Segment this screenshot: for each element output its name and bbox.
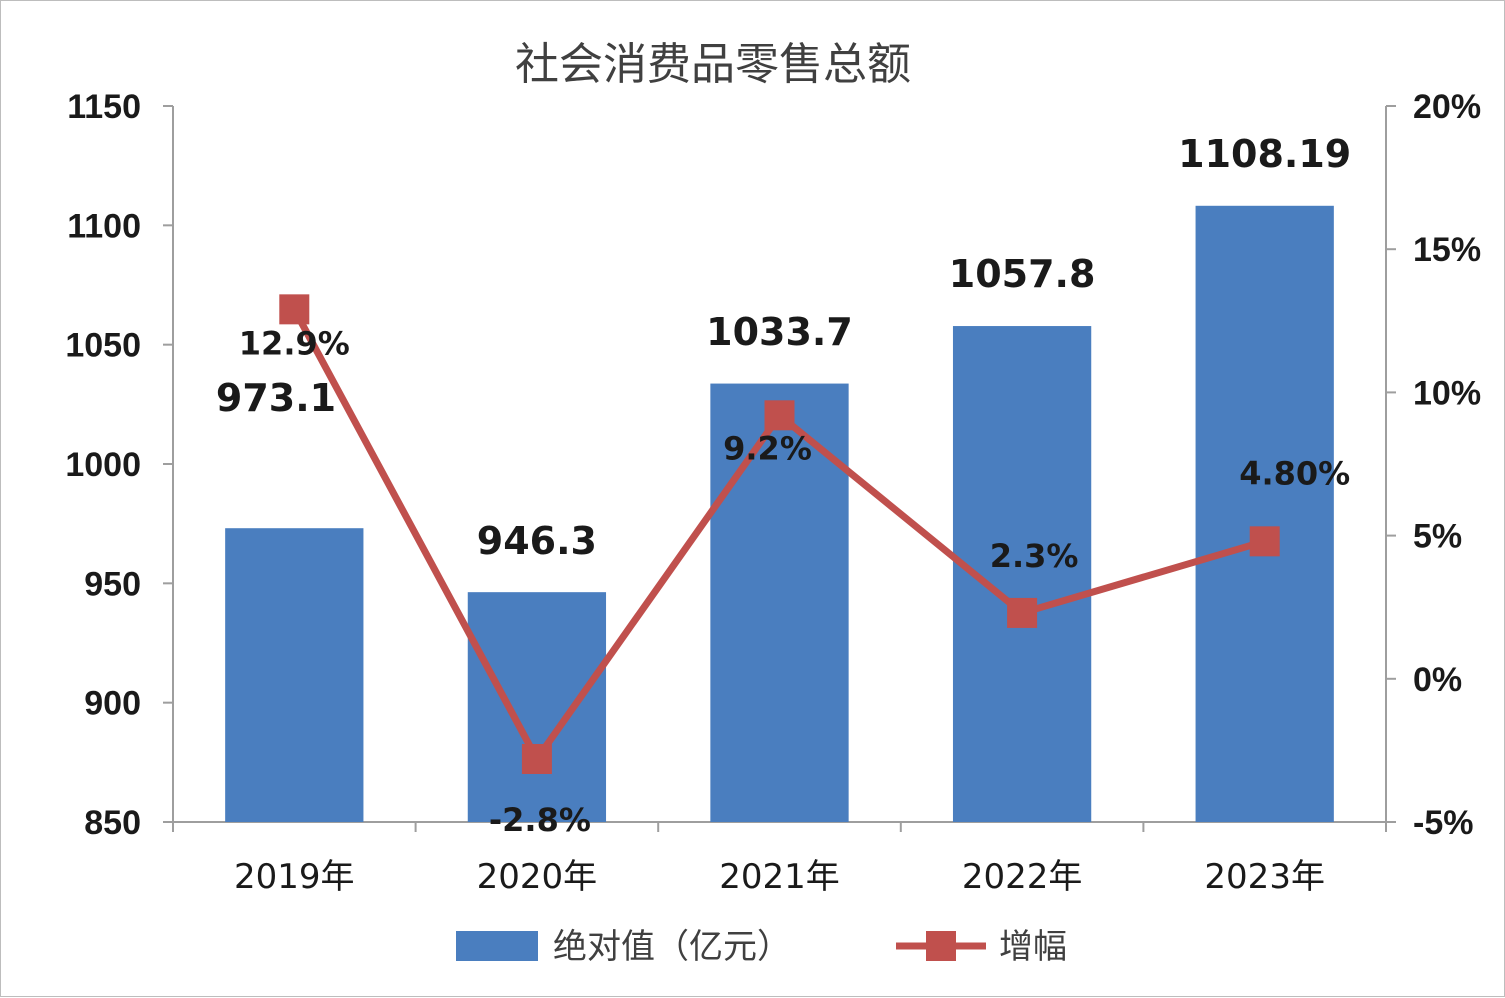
x-tick-label: 2022年 (962, 857, 1083, 897)
growth-value-label: -2.8% (489, 801, 591, 839)
right-tick-label: 15% (1413, 231, 1481, 269)
right-tick-label: -5% (1413, 804, 1473, 842)
growth-point (279, 294, 310, 325)
growth-value-label: 12.9% (239, 324, 350, 362)
left-tick-label: 1150 (67, 88, 141, 126)
x-tick-label: 2020年 (477, 857, 598, 897)
right-tick-label: 0% (1413, 661, 1462, 699)
legend-line-label: 增幅 (999, 927, 1067, 967)
x-tick-label: 2023年 (1204, 857, 1325, 897)
growth-point (764, 400, 795, 431)
bar (467, 592, 607, 822)
growth-point (1249, 526, 1280, 557)
legend-bar-swatch (456, 931, 538, 961)
left-tick-label: 1000 (65, 446, 141, 484)
left-tick-label: 850 (84, 804, 141, 842)
growth-value-label: 4.80% (1239, 454, 1350, 492)
legend: 绝对值（亿元） 增幅 (456, 927, 1067, 967)
bar-value-label: 973.1 (216, 376, 336, 420)
legend-line-marker (926, 931, 956, 961)
x-tick-label: 2019年 (234, 857, 355, 897)
bar-labels: 973.1 946.3 1033.7 1057.8 1108.19 (216, 132, 1351, 563)
left-tick-label: 1050 (65, 327, 141, 365)
left-tick-label: 900 (84, 685, 141, 723)
growth-value-label: 2.3% (990, 537, 1079, 575)
right-tick-label: 20% (1413, 88, 1481, 126)
chart-title: 社会消费品零售总额 (515, 39, 911, 90)
legend-bar-label: 绝对值（亿元） (553, 927, 791, 967)
growth-value-label: 9.2% (723, 429, 812, 467)
bar-value-label: 1033.7 (706, 310, 853, 354)
bar-value-label: 1108.19 (1178, 132, 1351, 176)
right-tick-label: 10% (1413, 374, 1481, 412)
x-tick-label: 2021年 (719, 857, 840, 897)
bar-value-label: 946.3 (477, 519, 597, 563)
growth-line (279, 294, 1280, 774)
left-tick-label: 1100 (67, 207, 141, 245)
line-labels: 12.9% -2.8% 9.2% 2.3% 4.80% (239, 324, 1350, 839)
right-tick-label: 5% (1413, 518, 1462, 556)
bar (1195, 205, 1334, 823)
left-tick-label: 950 (84, 565, 141, 603)
bar-value-label: 1057.8 (949, 252, 1096, 296)
growth-point (521, 743, 552, 774)
bars (225, 205, 1334, 823)
axes: 850 900 950 1000 1050 1100 1150 -5% 0% 5% 10% 15% 20… (65, 88, 1481, 897)
bar (225, 528, 364, 822)
growth-point (1007, 597, 1038, 628)
